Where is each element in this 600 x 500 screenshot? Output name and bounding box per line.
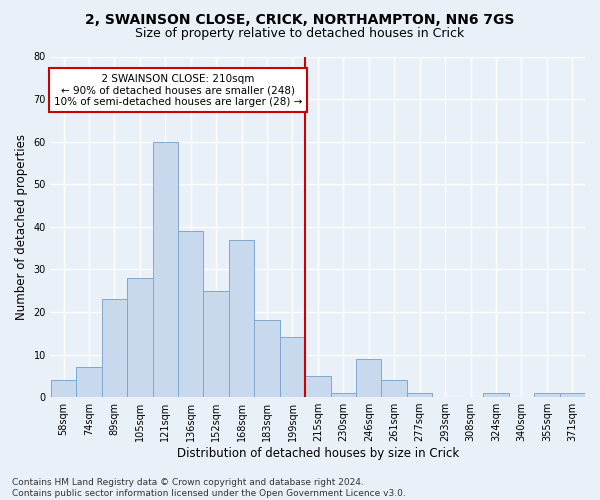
Bar (127, 278, 152, 397)
Bar (280, 338, 305, 397)
Bar (356, 359, 382, 397)
Text: 2, SWAINSON CLOSE, CRICK, NORTHAMPTON, NN6 7GS: 2, SWAINSON CLOSE, CRICK, NORTHAMPTON, N… (85, 12, 515, 26)
Text: Size of property relative to detached houses in Crick: Size of property relative to detached ho… (136, 28, 464, 40)
Bar (229, 240, 254, 397)
Bar (534, 393, 560, 397)
Bar (407, 393, 433, 397)
X-axis label: Distribution of detached houses by size in Crick: Distribution of detached houses by size … (177, 447, 459, 460)
Bar (76, 368, 101, 397)
Bar (331, 393, 356, 397)
Y-axis label: Number of detached properties: Number of detached properties (15, 134, 28, 320)
Text: 2 SWAINSON CLOSE: 210sqm  
← 90% of detached houses are smaller (248)
10% of sem: 2 SWAINSON CLOSE: 210sqm ← 90% of detach… (54, 74, 302, 106)
Bar (382, 380, 407, 397)
Bar (254, 320, 280, 397)
Text: Contains HM Land Registry data © Crown copyright and database right 2024.
Contai: Contains HM Land Registry data © Crown c… (12, 478, 406, 498)
Bar (152, 142, 178, 397)
Bar (483, 393, 509, 397)
Bar (305, 376, 331, 397)
Bar (101, 299, 127, 397)
Bar (203, 290, 229, 397)
Bar (560, 393, 585, 397)
Bar (178, 231, 203, 397)
Bar (51, 380, 76, 397)
